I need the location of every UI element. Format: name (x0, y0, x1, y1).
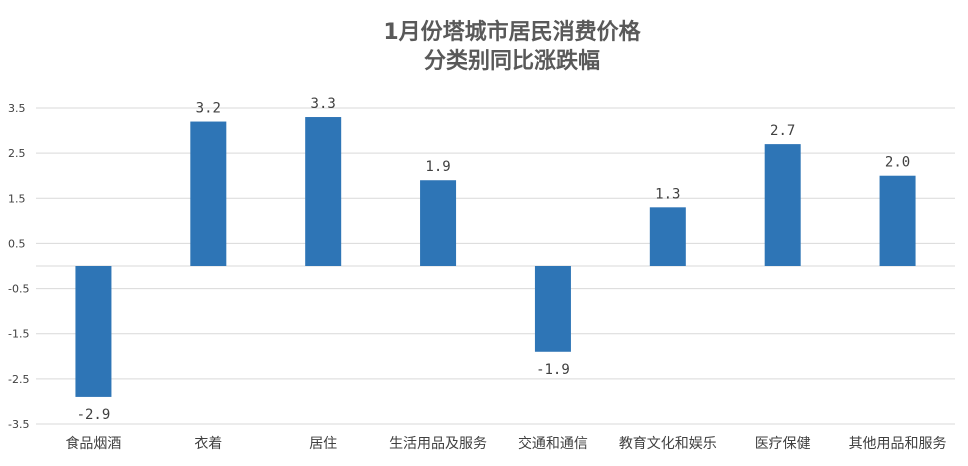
data-label: 1.9 (425, 159, 450, 175)
category-label: 医疗保健 (755, 436, 811, 452)
data-label: 1.3 (655, 186, 680, 202)
bar (534, 266, 571, 352)
chart-title: 1月份塔城市居民消费价格 分类别同比涨跌幅 (383, 19, 641, 74)
chart-title-line-1: 1月份塔城市居民消费价格 (383, 19, 641, 45)
y-tick-label: -1.5 (8, 328, 29, 341)
y-tick-label: -0.5 (8, 283, 29, 296)
category-label: 居住 (309, 436, 337, 452)
data-labels: -2.9 3.2 3.3 1.9 -1.9 1.3 2.7 2.0 (77, 96, 911, 423)
category-label: 其他用品和服务 (849, 436, 947, 452)
category-labels: 食品烟酒 衣着 居住 生活用品及服务 交通和通信 教育文化和娱乐 医疗保健 其他用品和服务 (65, 435, 946, 452)
gridlines (36, 107, 955, 425)
bar (75, 266, 112, 397)
y-tick-label: 3.5 (8, 102, 26, 115)
data-label: 3.3 (311, 96, 336, 112)
data-label: -1.9 (536, 362, 570, 378)
y-tick-label: 1.5 (8, 192, 26, 205)
bar (305, 117, 342, 267)
y-tick-label: 0.5 (8, 237, 26, 250)
chart-title-line-2: 分类别同比涨跌幅 (424, 49, 600, 74)
category-label: 交通和通信 (518, 435, 588, 452)
category-label: 衣着 (194, 436, 222, 452)
bar (649, 207, 686, 266)
y-axis-ticks: 3.5 2.5 1.5 0.5 -0.5 -1.5 -2.5 -3.5 (8, 102, 29, 431)
data-label: -2.9 (77, 407, 111, 423)
data-label: 3.2 (196, 101, 221, 117)
category-label: 食品烟酒 (65, 435, 121, 452)
category-label: 生活用品及服务 (389, 436, 487, 452)
bar (190, 121, 227, 267)
bar (764, 144, 801, 266)
y-tick-label: 2.5 (8, 147, 26, 160)
y-tick-label: -2.5 (8, 373, 29, 386)
data-label: 2.0 (885, 155, 910, 171)
bar (420, 180, 457, 266)
category-label: 教育文化和娱乐 (619, 436, 717, 452)
data-label: 2.7 (770, 123, 795, 139)
y-tick-label: -3.5 (8, 418, 29, 431)
bars (75, 117, 916, 397)
bar (879, 175, 916, 266)
